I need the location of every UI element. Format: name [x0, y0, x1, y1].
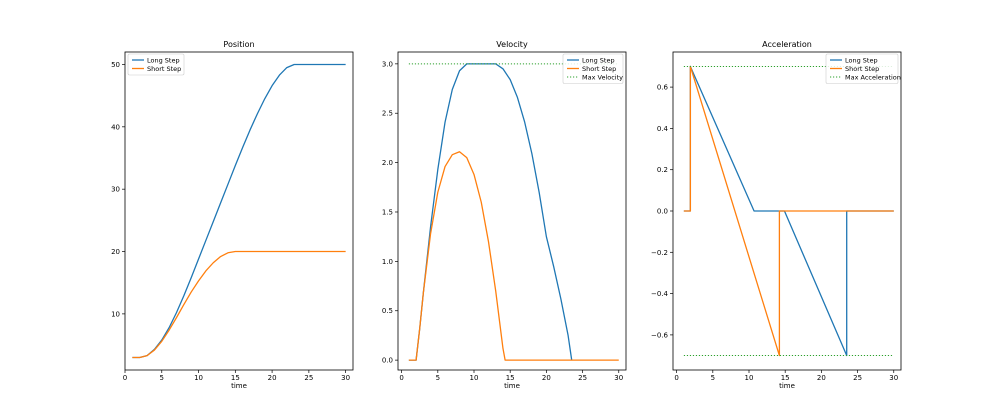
series-line-short-step	[683, 65, 894, 357]
x-tick-label: 5	[711, 374, 715, 382]
y-tick-label: 0.0	[382, 357, 393, 365]
series-line-long-step	[408, 63, 573, 361]
x-tick-label: 0	[399, 374, 403, 382]
legend-entry: Short Step	[845, 65, 879, 73]
series-line-short-step	[132, 250, 346, 359]
x-axis-label: time	[504, 382, 520, 390]
x-tick-label: 10	[194, 374, 203, 382]
x-tick-label: 15	[781, 374, 790, 382]
y-tick-label: 3.0	[382, 60, 393, 68]
x-tick-label: 5	[436, 374, 440, 382]
series-line-short-step	[408, 151, 619, 361]
y-tick-label: 0.4	[657, 125, 669, 133]
y-tick-label: −0.6	[651, 331, 669, 339]
x-tick-label: 15	[506, 374, 515, 382]
y-tick-label: 1.0	[382, 258, 393, 266]
chart-title: Velocity	[496, 40, 528, 49]
y-tick-label: 50	[111, 61, 120, 69]
legend-box	[825, 53, 899, 84]
x-tick-label: 0	[674, 374, 678, 382]
x-tick-label: 10	[745, 374, 754, 382]
y-tick-label: 0.2	[657, 166, 668, 174]
x-axis-label: time	[779, 382, 795, 390]
chart-title: Acceleration	[762, 40, 812, 49]
y-tick-label: 0.5	[382, 307, 393, 315]
x-tick-label: 20	[542, 374, 551, 382]
y-tick-label: 10	[111, 310, 120, 318]
axes-frame	[124, 51, 354, 371]
x-tick-label: 15	[231, 374, 240, 382]
y-tick-label: 1.5	[382, 208, 393, 216]
legend-box	[127, 53, 185, 76]
legend-box	[562, 53, 624, 84]
y-tick-label: −0.4	[651, 290, 669, 298]
y-tick-label: −0.2	[651, 249, 668, 257]
y-tick-label: 2.5	[382, 110, 393, 118]
legend-entry: Max Acceleration	[845, 73, 901, 81]
axes-frame	[397, 51, 627, 371]
legend-entry: Max Velocity	[582, 73, 623, 81]
chart-panel-3: Acceleration time 0 5 10 15 20 25 30 −0.6 −0.4 −0.2…	[651, 40, 902, 390]
legend-entry: Short Step	[147, 65, 181, 73]
x-tick-label: 25	[578, 374, 587, 382]
y-tick-label: 0.0	[657, 208, 668, 216]
x-tick-label: 30	[889, 374, 898, 382]
x-tick-label: 0	[123, 374, 127, 382]
chart-panel-1: Position time 0 5 10 15 20 25 30 10 20 30 40 50 Long S…	[111, 40, 354, 390]
x-tick-label: 20	[817, 374, 826, 382]
legend-entry: Long Step	[845, 56, 878, 64]
x-tick-label: 25	[304, 374, 313, 382]
x-tick-label: 25	[853, 374, 862, 382]
y-tick-label: 0.6	[657, 84, 669, 92]
x-tick-label: 30	[341, 374, 350, 382]
legend-entry: Long Step	[582, 56, 615, 64]
x-tick-label: 5	[160, 374, 164, 382]
series-line-long-step	[132, 63, 346, 359]
x-tick-label: 30	[614, 374, 623, 382]
chart-title: Position	[223, 40, 254, 49]
x-tick-label: 20	[268, 374, 277, 382]
legend-entry: Short Step	[582, 65, 616, 73]
x-tick-label: 10	[470, 374, 479, 382]
y-tick-label: 40	[111, 123, 120, 131]
chart-panel-2: Velocity time 0 5 10 15 20 25 30 0.0 0.5 1.0 1.5 2.0 2…	[382, 40, 627, 390]
x-axis-label: time	[231, 382, 247, 390]
y-tick-label: 2.0	[382, 159, 393, 167]
legend-entry: Long Step	[147, 56, 180, 64]
y-tick-label: 30	[111, 186, 120, 194]
y-tick-label: 20	[111, 248, 120, 256]
